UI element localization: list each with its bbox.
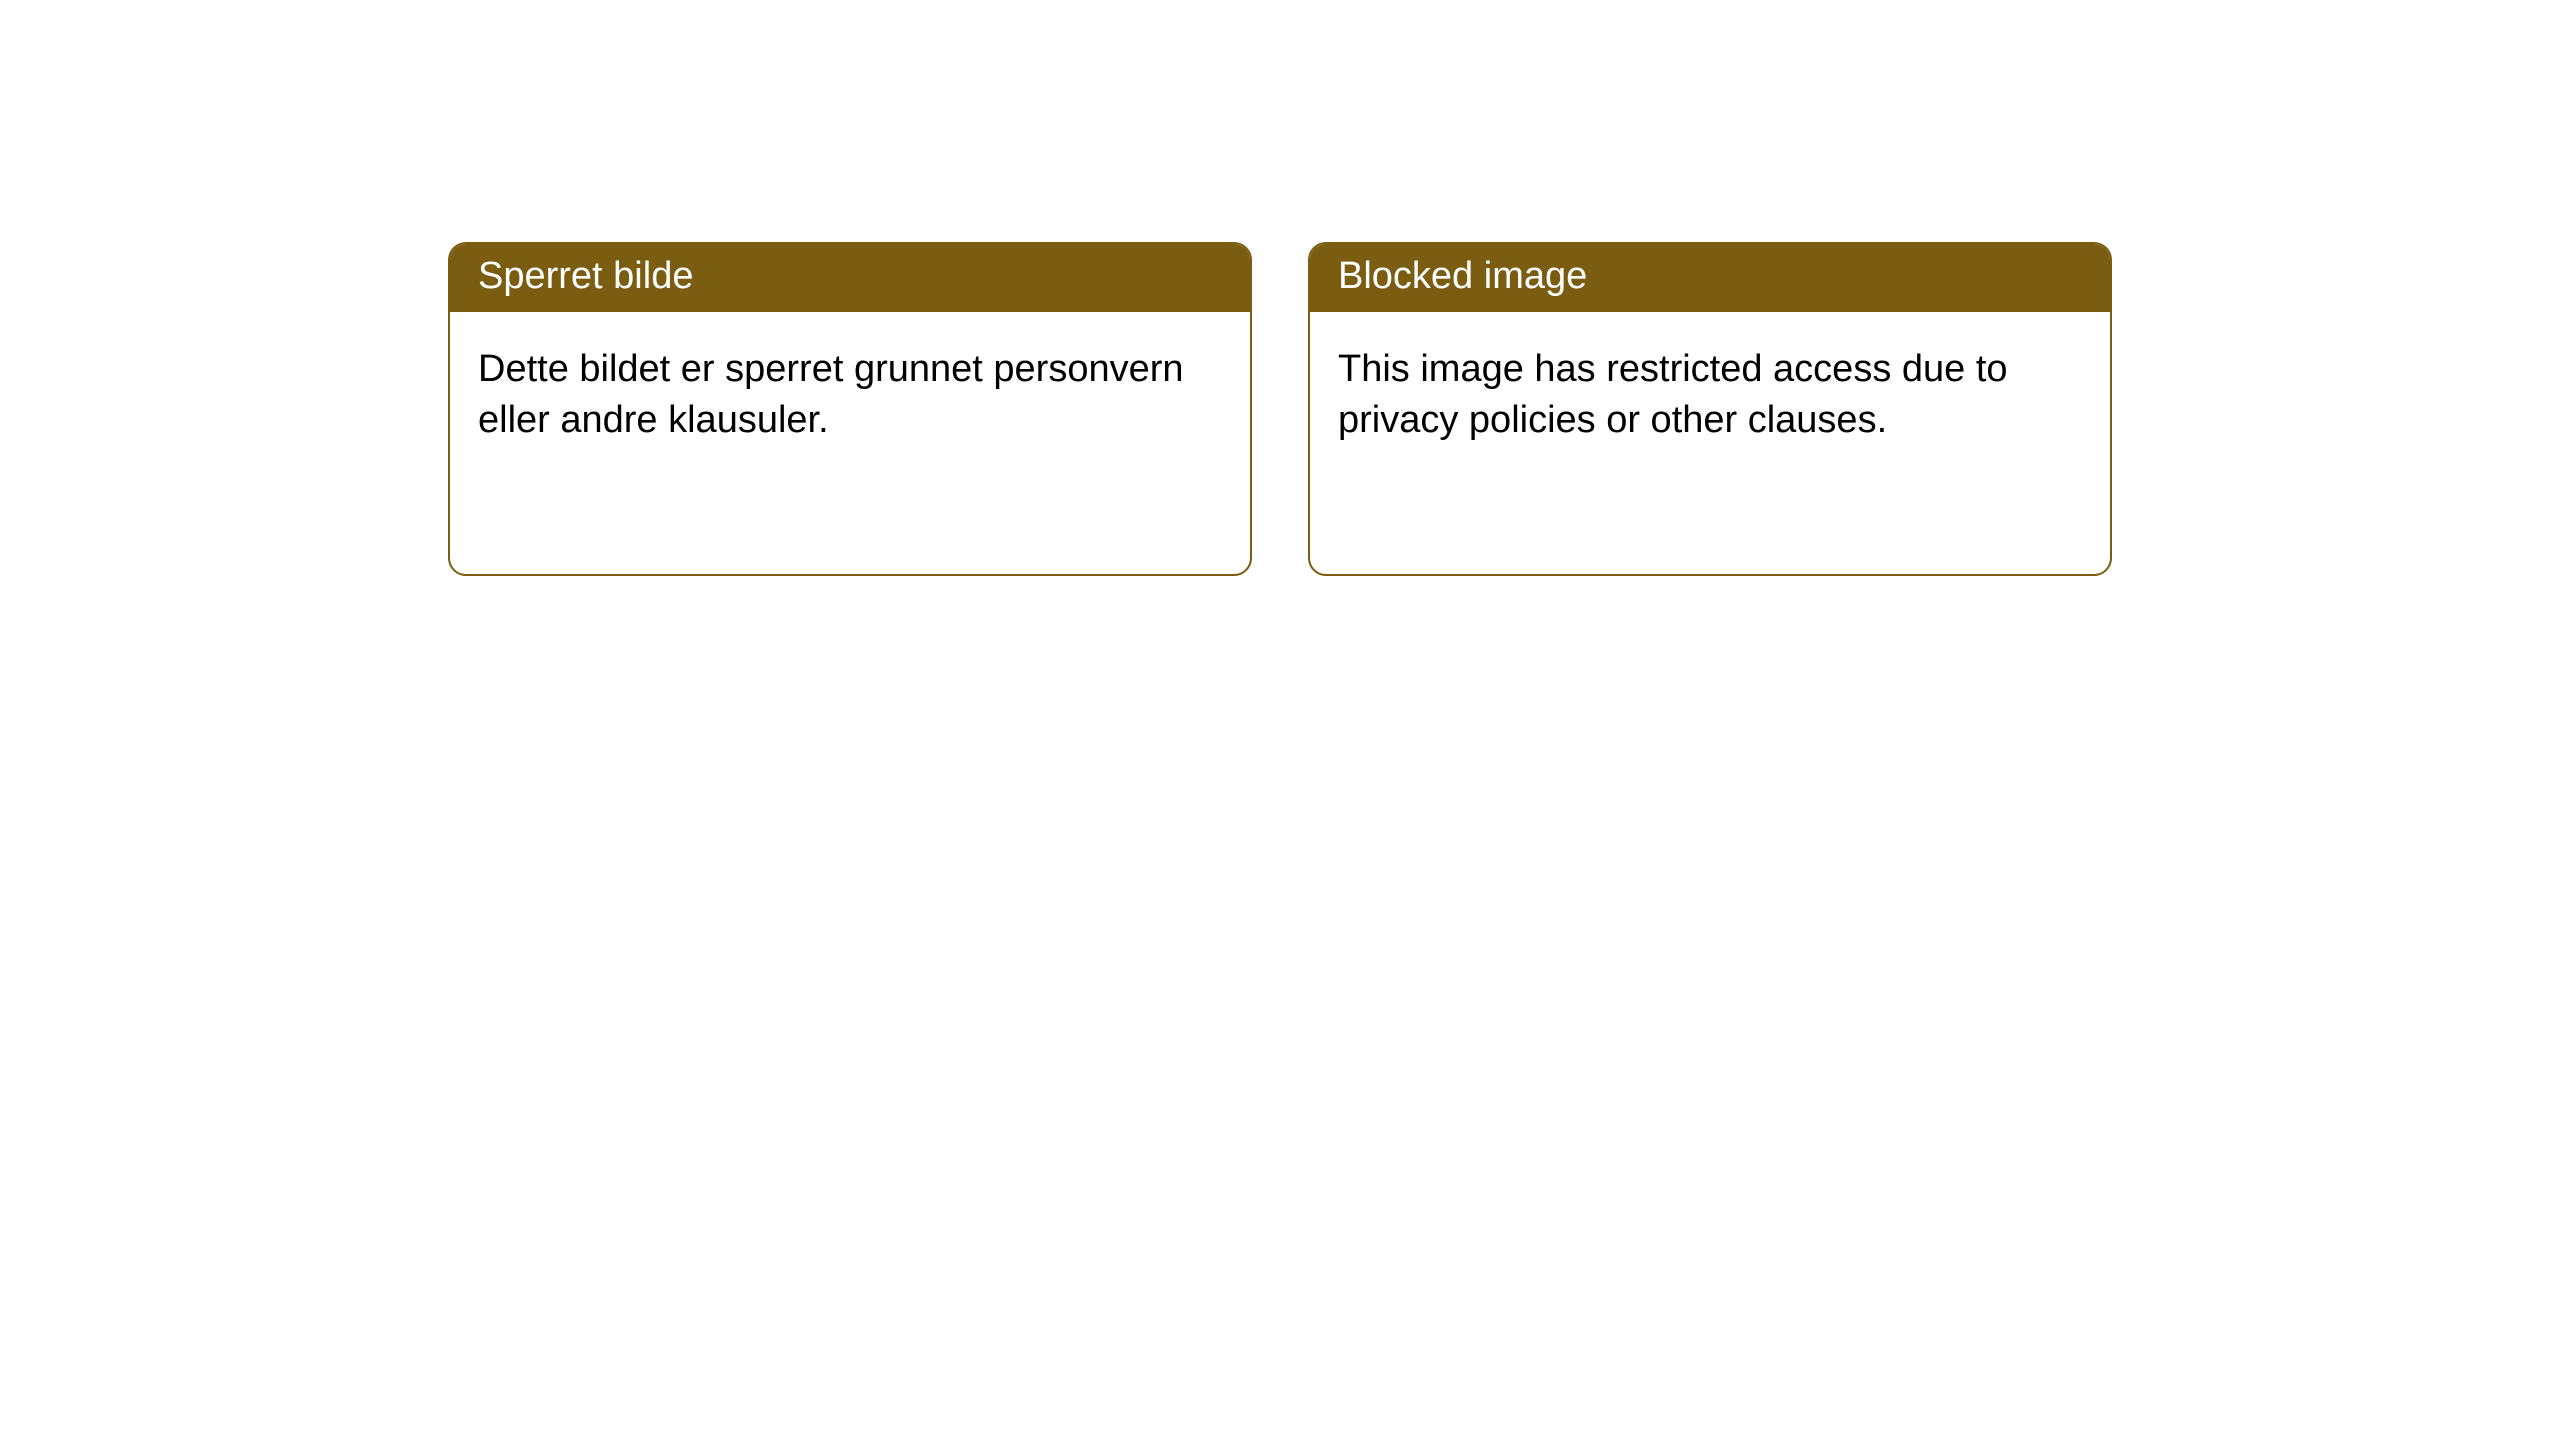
card-header: Blocked image <box>1310 244 2110 312</box>
card-header: Sperret bilde <box>450 244 1250 312</box>
notice-card-english: Blocked image This image has restricted … <box>1308 242 2112 576</box>
card-body: Dette bildet er sperret grunnet personve… <box>450 312 1250 475</box>
notice-cards-container: Sperret bilde Dette bildet er sperret gr… <box>0 0 2560 576</box>
notice-card-norwegian: Sperret bilde Dette bildet er sperret gr… <box>448 242 1252 576</box>
card-body: This image has restricted access due to … <box>1310 312 2110 475</box>
